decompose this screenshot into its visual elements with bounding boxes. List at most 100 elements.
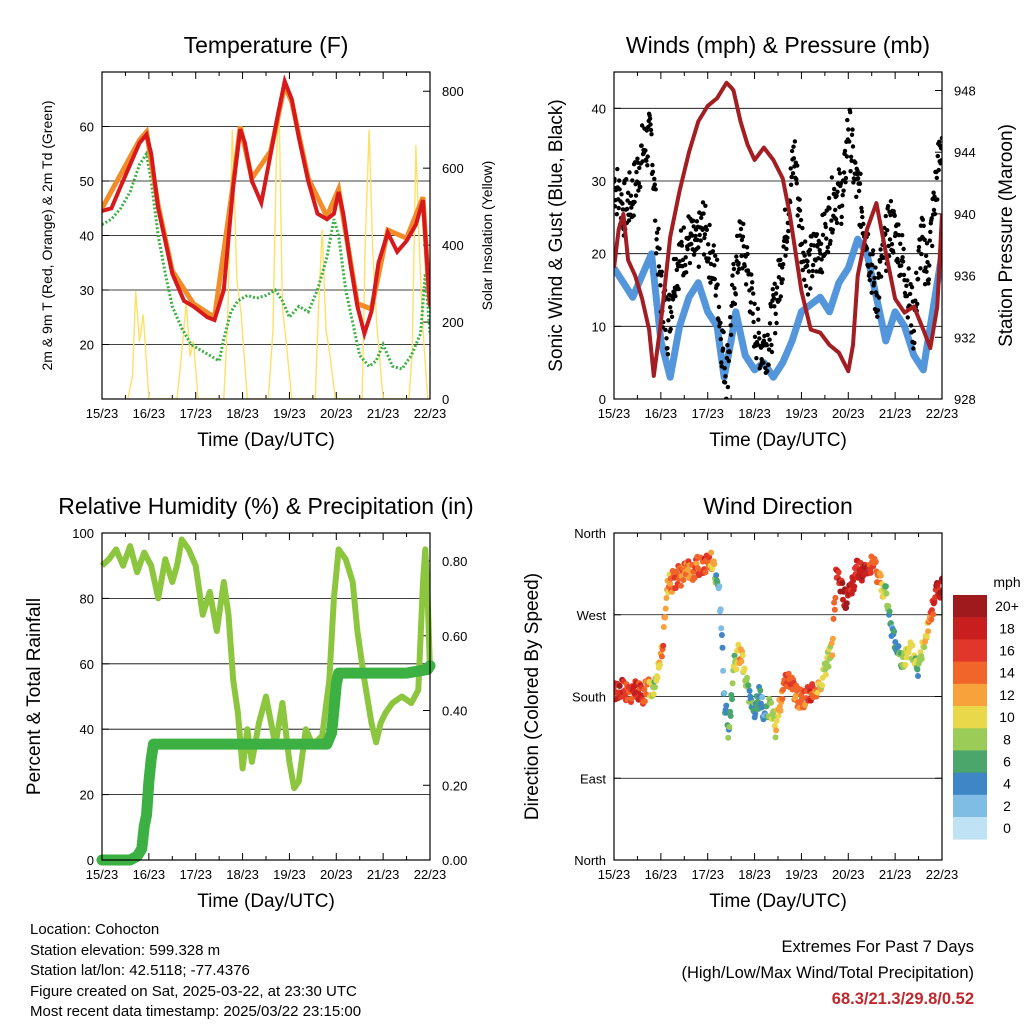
gust-point [858, 171, 863, 176]
gust-point [768, 304, 774, 309]
gust-point [784, 239, 790, 244]
direction-point [840, 596, 846, 603]
direction-point [718, 625, 725, 632]
gust-point [837, 171, 843, 176]
gust-point [691, 218, 696, 223]
gust-point [789, 174, 794, 180]
direction-point [662, 605, 669, 612]
direction-point [726, 724, 733, 730]
temp-9m-line [102, 77, 430, 322]
legend-swatch [953, 750, 987, 773]
gust-point [824, 236, 829, 241]
direction-point [616, 683, 623, 689]
y2-tick-label: 932 [954, 330, 976, 345]
gust-point [830, 227, 835, 232]
gust-point [749, 286, 754, 291]
gust-point [765, 369, 770, 374]
gust-point [900, 255, 905, 260]
x-tick-label: 21/23 [367, 867, 400, 882]
gust-point [681, 225, 686, 230]
direction-point [729, 696, 735, 703]
gust-point [773, 311, 778, 316]
gust-point [833, 207, 838, 213]
gust-point [792, 139, 798, 144]
gust-point [673, 256, 679, 262]
direction-point [877, 572, 884, 579]
gust-point [710, 249, 716, 254]
direction-point [729, 680, 736, 687]
y-tick-label: 20 [592, 247, 606, 262]
station-latlon: Station lat/lon: 42.5118; -77.4376 [30, 962, 250, 979]
gust-point [932, 194, 937, 199]
gust-point [857, 181, 863, 186]
gust-point [752, 301, 757, 306]
y-tick-label: 30 [80, 283, 94, 298]
gust-point [797, 208, 803, 213]
rh-layer [96, 536, 436, 866]
direction-point [775, 712, 782, 719]
gust-point [911, 346, 916, 351]
gust-point [761, 338, 767, 343]
direction-point [925, 628, 932, 635]
direction-point [691, 574, 698, 581]
y-tick-label: North [574, 526, 606, 541]
direction-point [928, 616, 935, 623]
direction-point [822, 671, 829, 678]
direction-point [693, 560, 700, 567]
legend-label: 4 [1003, 776, 1011, 792]
legend-label: 2 [1003, 798, 1011, 814]
direction-point [773, 717, 780, 724]
direction-point [660, 624, 667, 630]
gust-point [647, 116, 653, 121]
gust-point [714, 257, 720, 262]
y-tick-label: South [572, 690, 606, 705]
gust-point [663, 327, 668, 333]
gust-point [741, 244, 746, 249]
gust-point [864, 246, 870, 251]
gust-point [916, 244, 922, 250]
gust-point [810, 274, 815, 279]
direction-point [831, 606, 838, 613]
gust-point [639, 143, 644, 148]
gust-point [653, 218, 658, 223]
gust-point [615, 166, 620, 172]
gust-point [636, 188, 641, 193]
gust-point [614, 176, 617, 182]
gust-point [739, 253, 744, 259]
direction-point [937, 594, 942, 601]
direction-point [660, 642, 667, 649]
gust-point [669, 314, 675, 319]
direction-point [768, 699, 775, 706]
gust-point [797, 197, 802, 202]
gust-point [773, 291, 779, 296]
gust-point [650, 162, 655, 168]
gust-point [718, 336, 723, 342]
gust-point [927, 238, 932, 243]
direction-point [909, 642, 916, 649]
gust-point [624, 177, 629, 182]
direction-point [757, 687, 764, 694]
gust-point [684, 270, 689, 275]
gust-point [790, 171, 796, 176]
legend-swatch [953, 595, 987, 618]
direction-point [628, 695, 635, 702]
gust-point [828, 238, 833, 244]
x-tick-label: 15/23 [598, 406, 631, 421]
gust-point [640, 159, 645, 164]
gust-point [616, 205, 621, 211]
gust-point [836, 167, 842, 172]
gust-point [856, 188, 862, 194]
gust-point [745, 251, 750, 257]
gust-point [680, 257, 686, 263]
direction-point [723, 702, 730, 709]
gust-point [716, 304, 722, 310]
direction-point [886, 608, 893, 615]
dewpoint-line [102, 149, 430, 371]
gust-point [926, 281, 931, 286]
direction-point [802, 702, 809, 708]
y2-tick-label: 936 [954, 269, 976, 284]
gust-point [734, 254, 739, 259]
gust-point [807, 247, 813, 252]
gust-point [873, 265, 878, 270]
gust-point [825, 250, 831, 255]
